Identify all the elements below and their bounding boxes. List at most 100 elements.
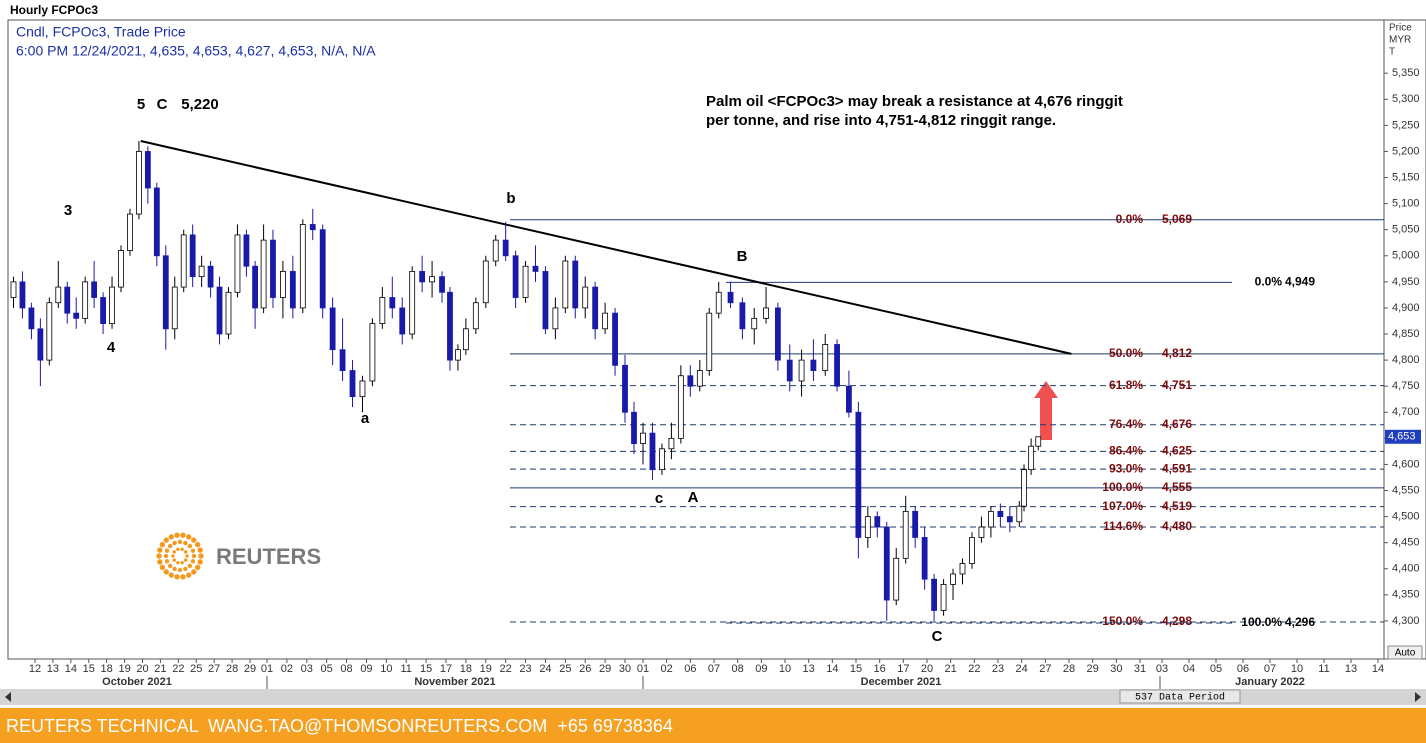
x-tick-label: 10: [1291, 663, 1303, 675]
candle-body: [969, 537, 975, 564]
candle-body: [189, 234, 196, 278]
y-axis-title: MYR: [1389, 35, 1411, 46]
wave-label: C: [157, 96, 168, 113]
x-tick-label: 27: [208, 663, 220, 675]
x-tick-label: 23: [519, 663, 531, 675]
logo-mark: [156, 532, 204, 580]
x-tick-label: 01: [637, 663, 649, 675]
candle-body: [931, 578, 937, 611]
logo-dot: [186, 534, 192, 540]
fib-price: 4,591: [1162, 461, 1192, 475]
candle-body: [834, 344, 840, 387]
candle-body: [846, 385, 852, 413]
candle-body: [622, 364, 628, 413]
x-tick-label: 13: [803, 663, 815, 675]
x-tick-label: 07: [1264, 663, 1276, 675]
y-axis-title: T: [1389, 47, 1395, 58]
fib-price: 5,069: [1162, 212, 1192, 226]
x-tick-label: 30: [619, 663, 631, 675]
y-tick-label: 4,500: [1392, 511, 1420, 523]
y-tick-label: 5,100: [1392, 198, 1420, 210]
candle-body: [46, 302, 53, 361]
x-tick-label: 23: [992, 663, 1004, 675]
x-tick-label: 13: [1345, 663, 1357, 675]
wave-label: c: [655, 490, 663, 507]
fib-pct: 107.0%: [1102, 499, 1143, 513]
wave-label: C: [932, 628, 943, 645]
candle-body: [492, 239, 499, 262]
candle-body: [19, 281, 26, 309]
scroll-right[interactable]: [1415, 692, 1421, 702]
fib-pct: 100.0%: [1241, 615, 1282, 629]
wave-label: 3: [64, 202, 72, 219]
candle-body: [198, 265, 205, 278]
auto-button[interactable]: [1387, 645, 1423, 660]
x-tick-label: 17: [440, 663, 452, 675]
x-tick-label: 02: [661, 663, 673, 675]
candle-body: [216, 286, 223, 335]
logo-text: REUTERS: [216, 544, 321, 569]
x-tick-label: 27: [1039, 663, 1051, 675]
wave-label: A: [688, 489, 699, 506]
x-tick-label: 28: [226, 663, 238, 675]
candle-body: [73, 312, 80, 319]
fib-pct: 0.0%: [1116, 212, 1144, 226]
candle-body: [775, 307, 781, 361]
x-tick-label: 03: [1156, 663, 1168, 675]
y-tick-label: 4,300: [1392, 615, 1420, 627]
scroll-thumb[interactable]: [1119, 689, 1241, 704]
candle-body: [359, 380, 366, 398]
candle-body: [855, 411, 862, 538]
x-tick-label: 11: [401, 663, 412, 675]
x-tick-label: 29: [1087, 663, 1099, 675]
wave-label: 5,220: [181, 96, 219, 113]
candle-body: [28, 307, 35, 330]
y-tick-label: 4,950: [1392, 276, 1420, 288]
fib-price: 4,676: [1162, 417, 1192, 431]
candle-body: [82, 281, 89, 319]
fib-price: 4,298: [1162, 614, 1192, 628]
candle-body: [1021, 469, 1027, 507]
x-tick-label: 29: [599, 663, 611, 675]
logo-dot: [176, 560, 180, 565]
candle-body: [562, 260, 569, 309]
logo-dot: [157, 547, 163, 553]
logo-dot: [177, 539, 183, 545]
candle-body: [677, 375, 684, 439]
fib-price: 4,812: [1162, 346, 1192, 360]
logo-dot: [180, 532, 186, 538]
x-tick-label: 11: [1318, 663, 1329, 675]
logo-dot: [183, 550, 188, 554]
candle-body: [640, 432, 646, 444]
logo-dot: [159, 564, 166, 571]
x-tick-label: 14: [65, 663, 77, 675]
candle-body: [349, 370, 356, 398]
logo-dot: [168, 572, 174, 578]
candle-body: [319, 229, 326, 309]
candle-body: [659, 448, 665, 471]
y-tick-label: 5,150: [1392, 171, 1420, 183]
logo-dot: [197, 559, 203, 565]
candle-body: [798, 359, 805, 382]
x-tick-label: 16: [874, 663, 886, 675]
candle-body: [455, 349, 461, 361]
logo-dot: [194, 564, 201, 571]
scrollbar[interactable]: [0, 689, 1426, 705]
candle-body: [522, 265, 529, 298]
fib-price: 4,480: [1162, 519, 1192, 533]
logo-dot: [174, 574, 180, 580]
logo-dot: [167, 563, 173, 569]
candle-body: [727, 291, 734, 304]
fib-pct: 93.0%: [1109, 461, 1143, 475]
logo-dot: [157, 559, 163, 565]
candle-body: [940, 584, 947, 611]
logo-dot: [171, 554, 175, 558]
candle-body: [37, 328, 44, 361]
candle-body: [10, 281, 17, 298]
wave-label: b: [506, 190, 515, 207]
logo-dot: [176, 547, 180, 552]
y-tick-label: 4,450: [1392, 537, 1420, 549]
candle-body: [55, 286, 62, 304]
scroll-left[interactable]: [5, 692, 11, 702]
